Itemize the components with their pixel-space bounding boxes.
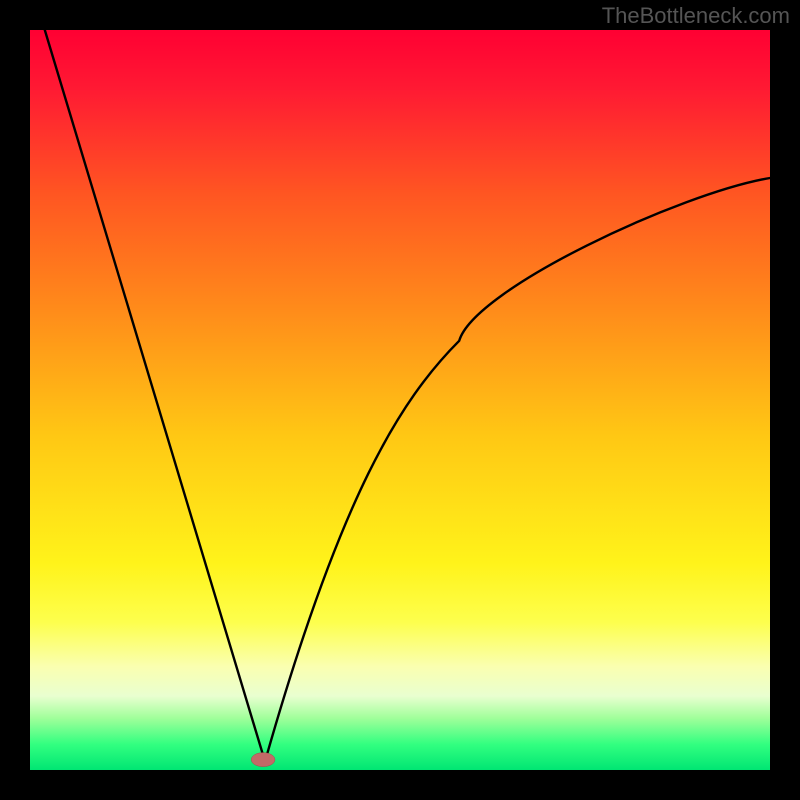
- watermark-text: TheBottleneck.com: [602, 3, 790, 29]
- chart-container: TheBottleneck.com: [0, 0, 800, 800]
- bottleneck-chart: [0, 0, 800, 800]
